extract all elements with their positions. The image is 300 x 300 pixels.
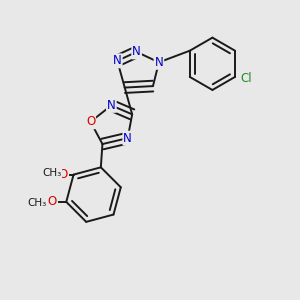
Text: N: N xyxy=(123,132,132,145)
Text: CH₃: CH₃ xyxy=(42,167,62,178)
Text: O: O xyxy=(48,195,57,208)
Text: N: N xyxy=(154,56,163,69)
Text: Cl: Cl xyxy=(241,72,253,85)
Text: O: O xyxy=(59,168,68,181)
Text: CH₃: CH₃ xyxy=(27,198,46,208)
Text: N: N xyxy=(107,99,116,112)
Text: O: O xyxy=(86,115,95,128)
Text: N: N xyxy=(132,45,141,58)
Text: N: N xyxy=(113,54,122,67)
